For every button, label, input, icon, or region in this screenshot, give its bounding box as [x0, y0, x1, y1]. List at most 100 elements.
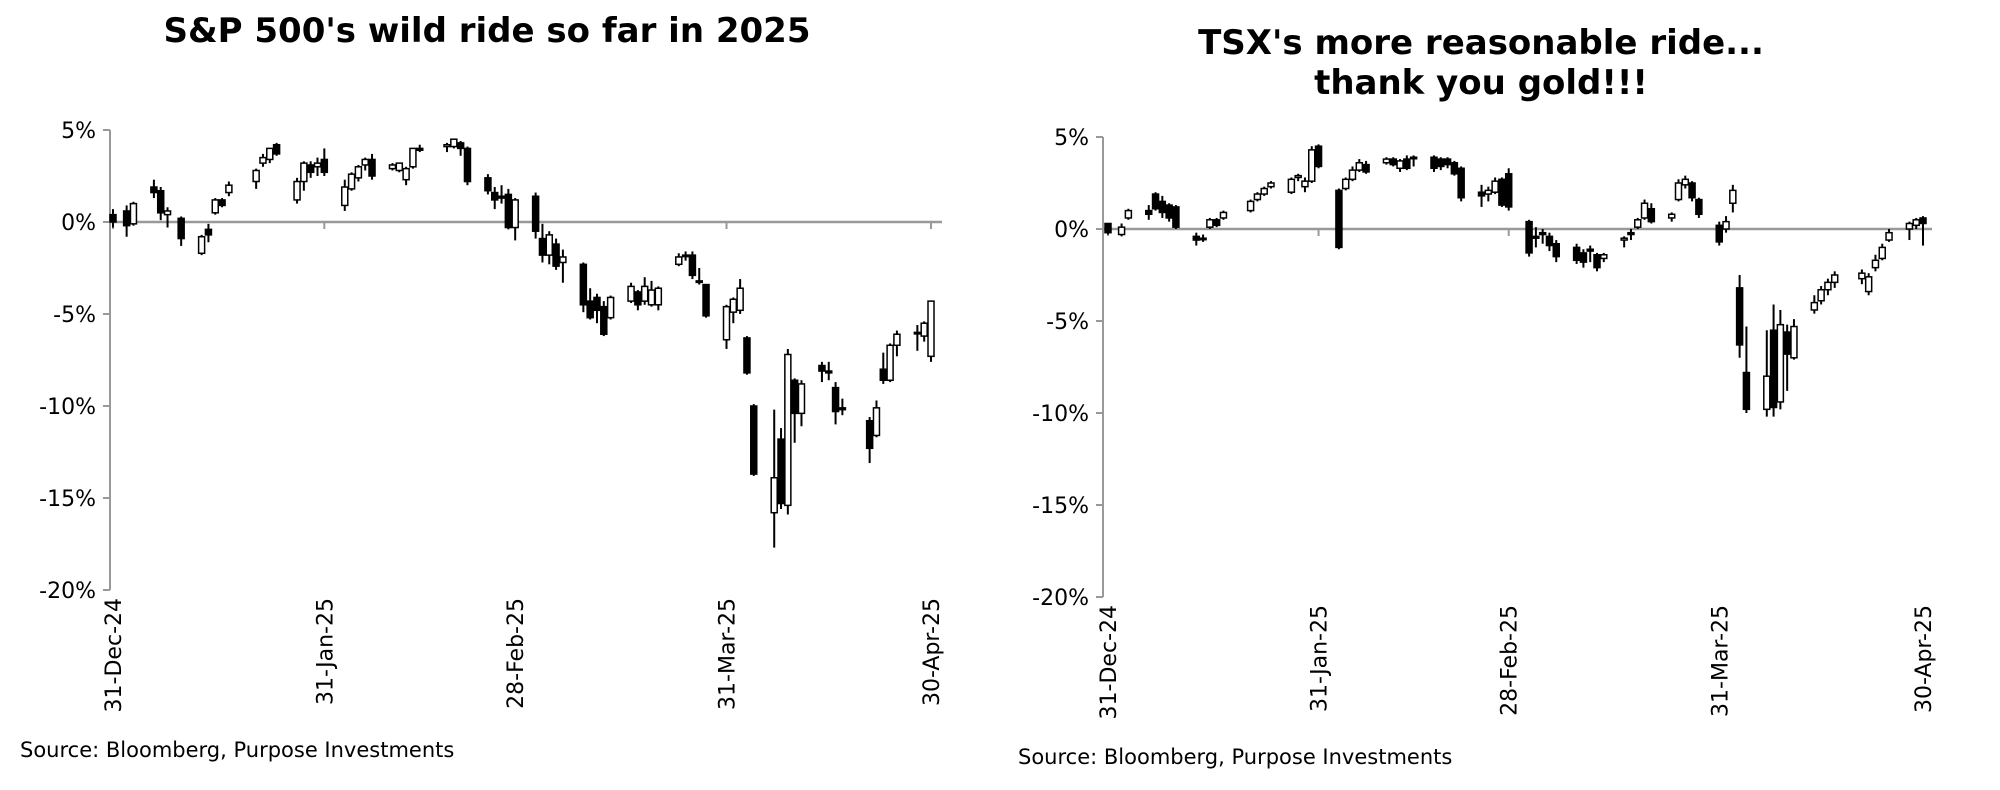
- candle-body: [443, 143, 451, 148]
- candle-body: [1294, 174, 1302, 179]
- candle-body: [1634, 219, 1642, 228]
- y-tick-label: 5%: [61, 119, 96, 144]
- candle-body: [341, 186, 349, 207]
- candle-body: [729, 298, 738, 313]
- candle-body: [1477, 191, 1486, 197]
- candle-body: [1491, 180, 1499, 193]
- candle-body: [409, 147, 417, 168]
- candle-body: [1871, 259, 1880, 269]
- candle-body: [1912, 219, 1920, 227]
- candle-body: [743, 337, 751, 374]
- candle-body: [1206, 219, 1214, 228]
- candle-body: [784, 353, 792, 507]
- candle-body: [211, 199, 219, 214]
- candle-body: [913, 331, 922, 335]
- candle-body: [1538, 231, 1547, 236]
- candle-body: [1382, 158, 1391, 164]
- candle-body: [1403, 158, 1411, 170]
- candle-body: [1919, 217, 1927, 225]
- candle-body: [702, 283, 710, 317]
- candle-body: [647, 289, 656, 306]
- candle-body: [559, 256, 567, 264]
- candle-body: [750, 405, 758, 475]
- candle-body: [1810, 301, 1819, 311]
- candle-body: [927, 300, 935, 358]
- candle-body: [1695, 198, 1703, 216]
- candle-body: [368, 158, 376, 177]
- candle-body: [579, 263, 588, 306]
- candle-body: [1158, 200, 1167, 214]
- candle-body: [1858, 272, 1866, 280]
- candle-body: [504, 193, 513, 229]
- candle-body: [1104, 222, 1112, 234]
- candle-body: [1253, 193, 1262, 201]
- candle-body: [1219, 211, 1228, 219]
- candle-body: [1545, 235, 1554, 247]
- candle-body: [1790, 325, 1798, 359]
- candle-body: [654, 287, 663, 306]
- source-note: Source: Bloomberg, Purpose Investments: [20, 738, 454, 762]
- x-tick-label: 28-Feb-25: [504, 598, 529, 709]
- x-tick-label: 30-Apr-25: [1912, 605, 1937, 713]
- candle-body: [1864, 276, 1873, 293]
- candle-body: [1301, 180, 1309, 188]
- candle-body: [402, 167, 410, 181]
- candle-body: [1389, 158, 1397, 166]
- candle-body: [1151, 193, 1160, 210]
- panel: S&P 500's wild ride so far in 2025 5% 0% -5…: [20, 11, 945, 762]
- y-tick-label: -10%: [1032, 402, 1089, 427]
- candle-body: [416, 147, 424, 151]
- chart-title: thank you gold!!!: [1314, 63, 1648, 103]
- candle-body: [1396, 160, 1404, 170]
- y-tick-label: 0%: [61, 211, 96, 236]
- candle-body: [1824, 281, 1832, 291]
- y-tick-label: -15%: [1032, 494, 1089, 519]
- candle-body: [1430, 156, 1438, 170]
- candle-body: [1572, 246, 1581, 262]
- candle-body: [1308, 149, 1316, 182]
- candle-body: [593, 296, 601, 312]
- candle-body: [1830, 274, 1839, 284]
- candle-body: [1437, 158, 1445, 168]
- candle-body: [838, 407, 847, 411]
- candle-body: [736, 287, 744, 312]
- y-tick-label: 0%: [1054, 218, 1089, 243]
- candle-body: [456, 142, 465, 150]
- candle-body: [1783, 331, 1791, 355]
- candle-body: [818, 364, 826, 372]
- candle-body: [1355, 162, 1364, 171]
- candle-body: [1504, 173, 1513, 208]
- candle-body: [1532, 235, 1540, 239]
- candle-body: [675, 256, 683, 266]
- candle-body: [347, 173, 356, 190]
- candle-body: [1593, 254, 1601, 269]
- candle-body: [122, 210, 131, 227]
- candle-body: [1586, 248, 1594, 252]
- candle-body: [770, 477, 778, 514]
- candle-body: [1362, 163, 1370, 173]
- candle-body: [1409, 156, 1418, 160]
- candle-body: [886, 344, 894, 381]
- candle-body: [1742, 371, 1751, 411]
- candle-body: [204, 228, 213, 236]
- candle-body: [1763, 375, 1771, 411]
- candle-body: [1457, 167, 1465, 199]
- candle-body: [1450, 162, 1459, 175]
- candle-body: [361, 158, 369, 166]
- x-tick-label: 28-Feb-25: [1498, 605, 1523, 716]
- candle-body: [1498, 178, 1506, 206]
- candle-body: [1885, 231, 1893, 241]
- source-note: Source: Bloomberg, Purpose Investments: [1018, 745, 1452, 769]
- candle-body: [259, 156, 267, 164]
- candle-body: [831, 386, 840, 413]
- candle-body: [634, 291, 642, 306]
- candle-body: [266, 147, 274, 161]
- candle-body: [1681, 178, 1690, 186]
- candle-body: [177, 217, 185, 240]
- candle-body: [354, 166, 363, 179]
- candle-body: [1776, 323, 1785, 403]
- x-tick-label: 31-Mar-25: [716, 598, 741, 710]
- candle-body: [1878, 246, 1886, 260]
- candle-body: [1335, 189, 1343, 249]
- candle-body: [497, 195, 506, 199]
